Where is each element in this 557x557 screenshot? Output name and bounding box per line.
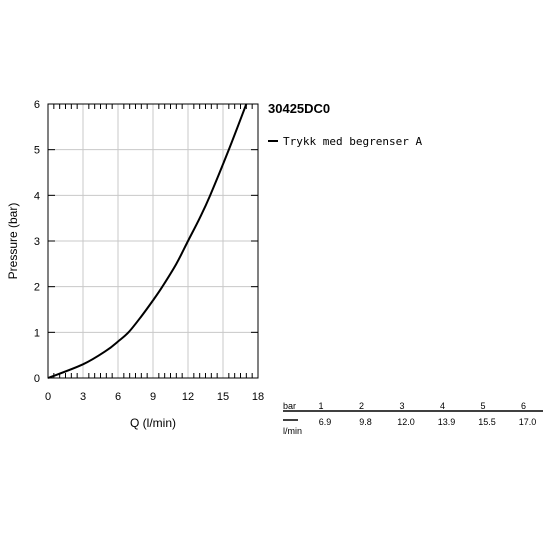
table-bar-value: 1: [318, 401, 323, 411]
table-bar-value: 2: [359, 401, 364, 411]
x-tick-label: 6: [115, 391, 121, 403]
grid: [48, 104, 258, 378]
x-tick-label: 12: [182, 391, 194, 403]
x-tick-label: 15: [217, 391, 229, 403]
table-flow-value: 15.5: [478, 417, 496, 427]
y-axis-title: Pressure (bar): [6, 203, 20, 280]
table-flow-value: 6.9: [319, 417, 332, 427]
y-tick-labels: 0 1 2 3 4 5 6: [34, 99, 40, 385]
table-flow-value: 9.8: [359, 417, 372, 427]
y-tick-label: 6: [34, 99, 40, 111]
table-bar-value: 6: [521, 401, 526, 411]
table-row-label-flow: l/min: [283, 426, 302, 436]
y-tick-label: 3: [34, 236, 40, 248]
y-tick-label: 5: [34, 145, 40, 157]
x-tick-label: 0: [45, 391, 51, 403]
y-tick-label: 2: [34, 282, 40, 294]
minor-ticks: [53, 104, 253, 378]
x-tick-label: 18: [252, 391, 264, 403]
y-tick-label: 0: [34, 373, 40, 385]
table-bar-value: 4: [440, 401, 445, 411]
y-tick-label: 1: [34, 327, 40, 339]
x-tick-labels: 0 3 6 9 12 15 18: [45, 391, 264, 403]
table-flow-value: 17.0: [519, 417, 537, 427]
x-axis-title: Q (l/min): [130, 416, 176, 430]
table-row-label-bar: bar: [283, 401, 296, 411]
table-cells: 1 6.9 2 9.8 3 12.0 4 13.9 5 15.5 6 17.0: [318, 401, 536, 427]
table-bar-value: 5: [480, 401, 485, 411]
legend-label: Trykk med begrenser A: [283, 135, 422, 148]
major-ticks: [48, 149, 258, 333]
series-line-0: [47, 103, 248, 379]
x-tick-label: 9: [150, 391, 156, 403]
y-tick-label: 4: [34, 190, 40, 202]
table-flow-value: 12.0: [397, 417, 415, 427]
table-bar-value: 3: [399, 401, 404, 411]
x-tick-label: 3: [80, 391, 86, 403]
table-flow-value: 13.9: [438, 417, 456, 427]
data-table: bar l/min 1 6.9 2 9.8 3 12.0 4 13.9 5 15.5 6 17.0: [283, 401, 543, 436]
series-layer: [47, 103, 248, 379]
chart-title: 30425DC0: [268, 101, 330, 116]
